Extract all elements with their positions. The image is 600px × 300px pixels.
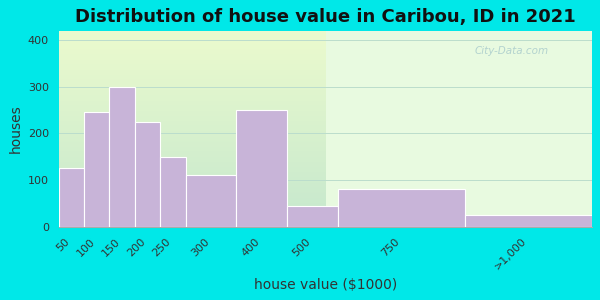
Bar [160, 157, 185, 226]
Title: Distribution of house value in Caribou, ID in 2021: Distribution of house value in Caribou, … [75, 8, 575, 26]
Bar [59, 168, 84, 226]
Y-axis label: houses: houses [8, 104, 22, 153]
Bar [135, 122, 160, 226]
Bar [465, 215, 592, 226]
Bar [185, 175, 236, 226]
Bar [109, 87, 135, 226]
Bar [338, 189, 465, 226]
Text: City-Data.com: City-Data.com [475, 46, 548, 56]
Bar [84, 112, 109, 226]
Bar [287, 206, 338, 226]
Bar [236, 110, 287, 226]
X-axis label: house value ($1000): house value ($1000) [254, 278, 397, 292]
